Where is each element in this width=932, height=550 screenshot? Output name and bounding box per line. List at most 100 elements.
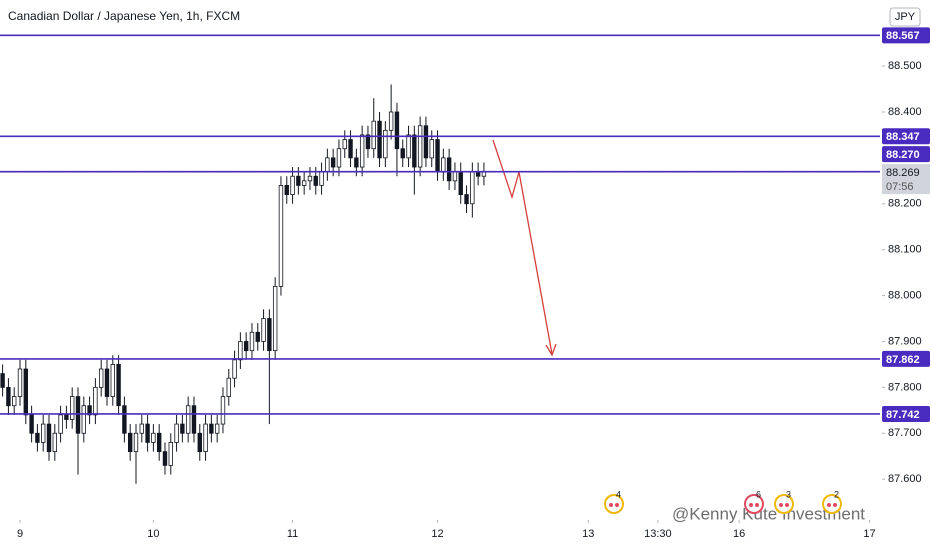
candle-body — [197, 432, 202, 453]
candle-body — [133, 432, 139, 453]
event-icon[interactable] — [774, 494, 794, 514]
candle-body — [104, 368, 110, 397]
level-label: 88.567 — [886, 30, 920, 42]
event-dot — [755, 503, 759, 507]
level-label-box — [882, 146, 930, 163]
event-dot — [833, 503, 837, 507]
candle-body — [81, 405, 86, 434]
event-dot — [827, 503, 831, 507]
candle-body — [116, 364, 121, 407]
candle-body — [12, 396, 17, 407]
candle-body — [417, 125, 423, 168]
candle-body — [243, 341, 249, 352]
watermark: @Kenny Kute Investment — [672, 504, 865, 523]
candle-body — [156, 432, 162, 453]
candle-body — [214, 423, 220, 434]
candle-body — [383, 129, 388, 159]
event-dot — [785, 503, 789, 507]
last-price-label: 88.269 — [886, 167, 920, 179]
x-tick-label: 12 — [431, 528, 443, 540]
candle-body — [87, 405, 92, 416]
y-tick-label: 88.200 — [888, 198, 922, 210]
y-tick-label: 87.700 — [888, 427, 922, 439]
candle-body — [75, 396, 81, 434]
candle-body — [325, 157, 330, 173]
candle-body — [29, 414, 34, 434]
candle-body — [23, 368, 29, 416]
y-tick-label: 88.400 — [888, 106, 922, 118]
candle-body — [429, 139, 434, 159]
candle-body — [301, 180, 307, 186]
event-icon[interactable] — [822, 494, 842, 514]
countdown: 07:56 — [886, 181, 914, 193]
x-tick-label: 11 — [287, 528, 298, 540]
candle-body — [238, 341, 243, 361]
event-count: 2 — [834, 489, 839, 499]
candle-body — [93, 386, 98, 416]
event-dot — [779, 503, 783, 507]
candle-body — [400, 148, 405, 159]
level-label: 87.862 — [886, 354, 920, 366]
candle-body — [307, 175, 313, 182]
candle-body — [278, 185, 284, 287]
event-count: 4 — [616, 489, 621, 499]
candle-body — [406, 134, 411, 159]
level-label-box — [882, 27, 930, 44]
candle-body — [6, 386, 11, 407]
currency-box[interactable] — [889, 7, 921, 27]
candle-body — [0, 373, 5, 388]
candle-body — [365, 134, 371, 150]
candle-body — [470, 171, 475, 205]
event-dot — [615, 503, 619, 507]
x-tick-label: 13:30 — [644, 528, 672, 540]
candle-body — [232, 359, 237, 379]
level-label: 87.742 — [886, 409, 920, 421]
candle-body — [110, 364, 115, 397]
y-tick-label: 88.500 — [888, 60, 922, 72]
x-tick-label: 9 — [17, 528, 23, 540]
candle-body — [185, 405, 191, 434]
candle-body — [441, 157, 446, 173]
last-price-box — [882, 164, 930, 195]
level-label-box — [882, 128, 930, 145]
candle-body — [261, 318, 266, 342]
event-icon[interactable] — [604, 494, 624, 514]
candle-body — [446, 157, 452, 182]
y-tick-label: 88.100 — [888, 244, 922, 256]
y-tick-label: 87.900 — [888, 335, 922, 347]
event-dot — [609, 503, 613, 507]
level-label: 88.347 — [886, 131, 920, 143]
candle-body — [127, 432, 133, 453]
candle-body — [168, 442, 173, 466]
level-label: 88.270 — [886, 149, 920, 161]
event-icon[interactable] — [744, 494, 764, 514]
candle-body — [191, 405, 197, 434]
candle-body — [313, 175, 318, 186]
candle-body — [122, 405, 127, 434]
candle-body — [388, 111, 394, 131]
event-dot — [749, 503, 753, 507]
currency[interactable]: JPY — [895, 11, 916, 23]
candle-body — [98, 368, 104, 388]
candle-body — [220, 396, 226, 425]
candle-body — [377, 120, 382, 159]
candle-body — [46, 423, 52, 453]
candle-body — [35, 432, 40, 443]
event-count: 6 — [756, 489, 761, 499]
candle-body — [342, 139, 347, 150]
candle-body — [41, 423, 46, 443]
candle-body — [464, 194, 469, 205]
candle-body — [162, 451, 168, 466]
candle-body — [435, 139, 440, 173]
candle-body — [296, 175, 301, 186]
candle-body — [412, 134, 417, 168]
candle-body — [64, 414, 69, 420]
candle-body — [359, 134, 365, 168]
candle-body — [423, 125, 429, 159]
y-tick-label: 88.000 — [888, 289, 922, 301]
arrow-head — [545, 343, 557, 357]
candle-body — [17, 368, 23, 397]
candle-body — [180, 423, 185, 434]
candle-body — [481, 171, 487, 177]
